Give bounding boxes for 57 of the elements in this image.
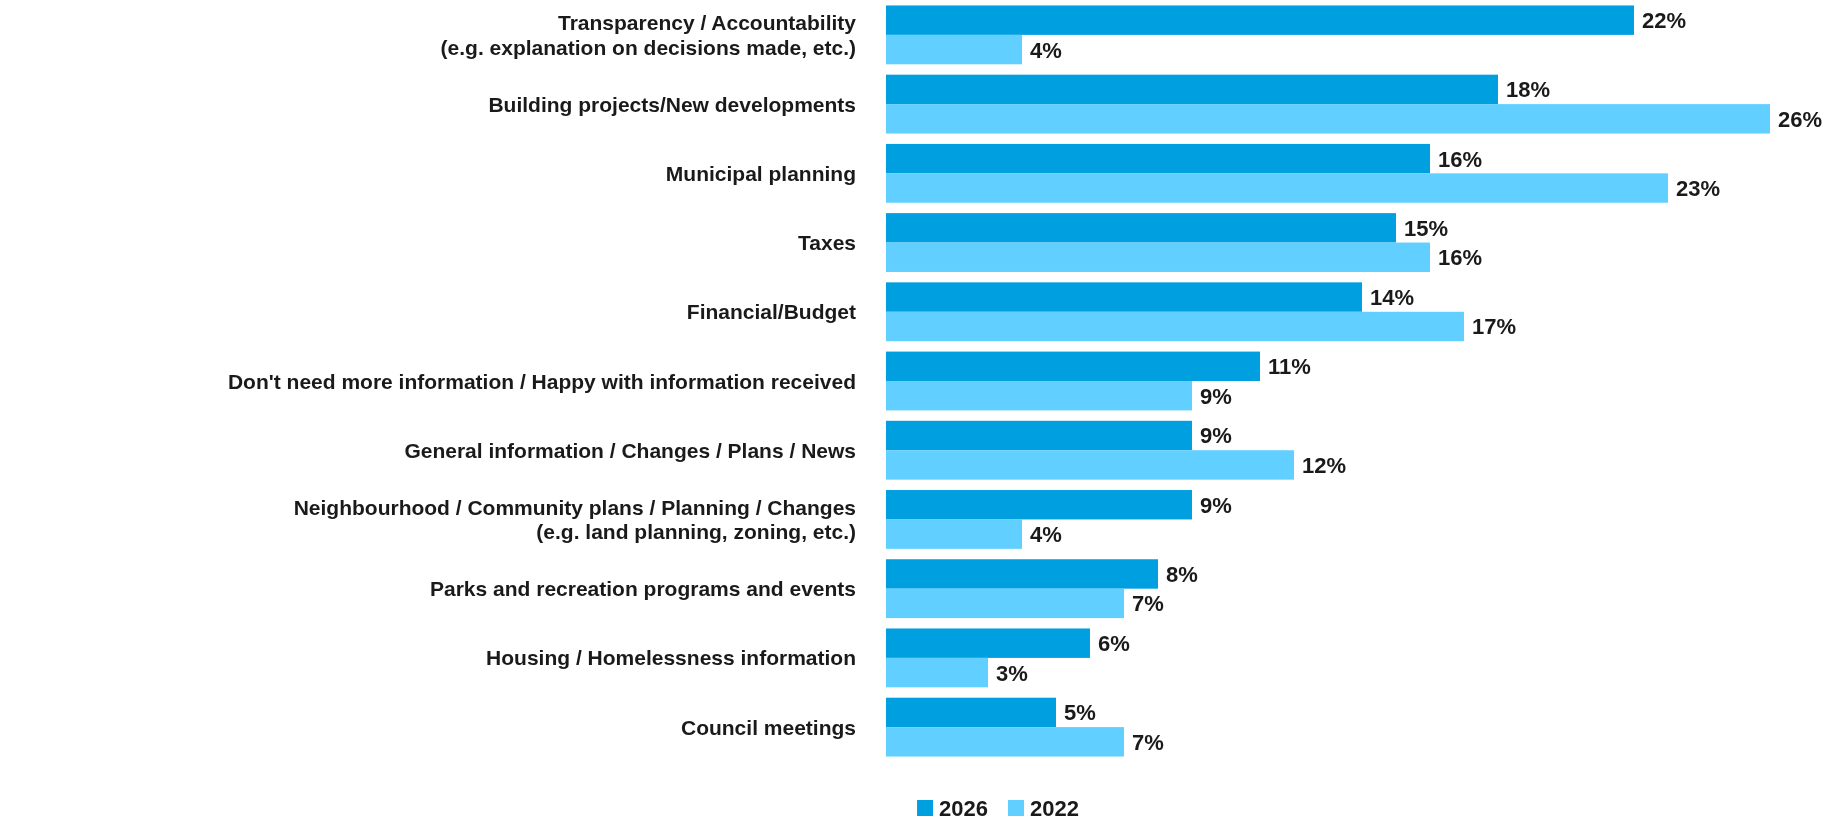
legend-label: 2026 — [939, 795, 988, 821]
bar — [886, 213, 1396, 243]
bar — [886, 34, 1022, 65]
bar — [886, 697, 1056, 728]
bar — [886, 351, 1260, 381]
data-label: 23% — [1676, 175, 1721, 201]
bar — [886, 450, 1294, 480]
data-label: 16% — [1438, 146, 1483, 172]
bar — [886, 173, 1668, 203]
bar — [886, 588, 1124, 619]
data-label: 9% — [1200, 383, 1232, 409]
bar — [886, 242, 1430, 272]
y-tick-label: Taxes — [798, 231, 856, 255]
data-label: 11% — [1268, 354, 1311, 380]
data-label: 7% — [1132, 591, 1164, 617]
data-label: 5% — [1064, 700, 1096, 726]
bar — [886, 559, 1158, 589]
y-tick-label: Neighbourhood / Community plans / Planning / Changes (e.g. land planning, zoning, etc.) — [293, 496, 856, 544]
y-tick-label: Financial/Budget — [686, 300, 856, 324]
data-label: 7% — [1132, 729, 1164, 755]
data-label: 4% — [1030, 37, 1062, 63]
y-tick-label: Municipal planning — [665, 161, 856, 185]
bar — [886, 74, 1498, 105]
bar — [886, 628, 1090, 658]
y-tick-label: Building projects/New developments — [488, 92, 856, 116]
y-tick-label: Housing / Homelessness information — [486, 646, 856, 670]
data-label: 3% — [996, 660, 1028, 686]
bar — [886, 420, 1192, 451]
data-label: 17% — [1472, 314, 1517, 340]
bar — [886, 519, 1022, 549]
y-tick-label: Transparency / Accountability (e.g. explanation on decisions made, etc.) — [440, 11, 857, 59]
data-label: 9% — [1200, 423, 1232, 449]
y-tick-label: Don't need more information / Happy with information received — [227, 369, 856, 393]
data-label: 14% — [1370, 284, 1415, 310]
data-label: 18% — [1506, 77, 1551, 103]
legend-label: 2022 — [1030, 795, 1079, 821]
data-label: 6% — [1098, 631, 1130, 657]
bar — [886, 657, 988, 688]
bar — [886, 381, 1192, 411]
y-tick-label: Parks and recreation programs and events — [430, 577, 856, 601]
bar — [886, 143, 1430, 174]
bar — [886, 490, 1192, 520]
data-label: 4% — [1030, 522, 1062, 548]
data-label: 12% — [1302, 452, 1347, 478]
data-label: 16% — [1438, 245, 1483, 271]
y-tick-label: General information / Changes / Plans / News — [404, 438, 856, 462]
bar — [886, 282, 1362, 312]
bar — [886, 727, 1124, 757]
bar — [886, 104, 1770, 134]
y-tick-label: Council meetings — [680, 715, 856, 739]
data-label: 22% — [1642, 8, 1687, 34]
data-label: 9% — [1200, 492, 1232, 518]
bar — [886, 311, 1464, 342]
data-label: 8% — [1166, 561, 1198, 587]
data-label: 26% — [1778, 106, 1823, 132]
data-label: 15% — [1404, 215, 1449, 241]
bar — [886, 5, 1634, 35]
